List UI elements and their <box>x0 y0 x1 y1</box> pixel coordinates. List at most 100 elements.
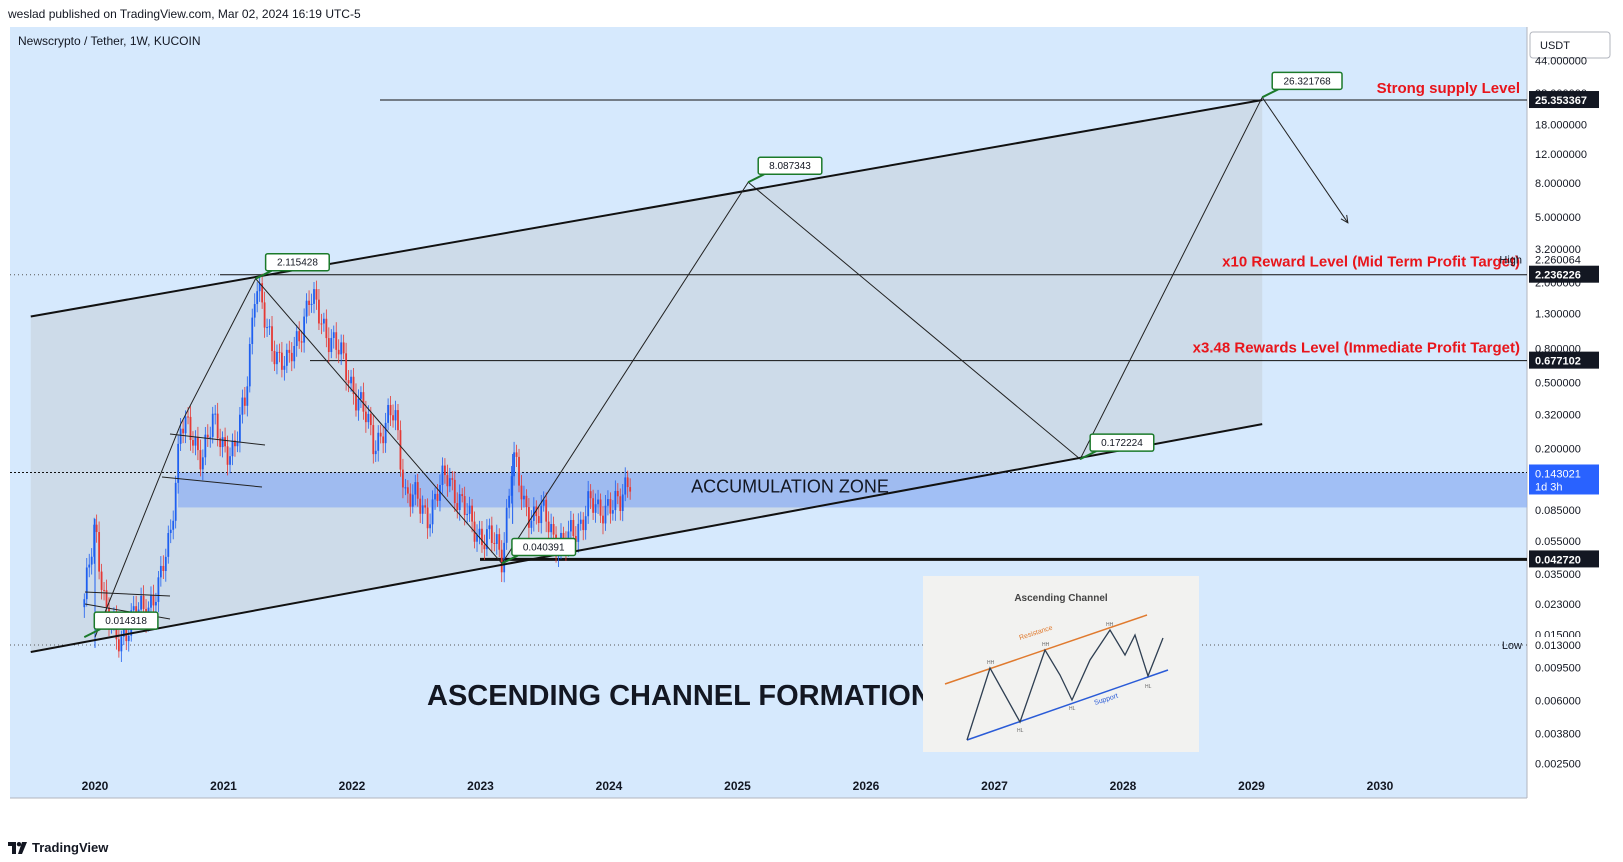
tradingview-logo[interactable]: TradingView <box>8 840 108 855</box>
candle-body <box>616 490 619 497</box>
candle-body <box>322 318 325 324</box>
currency-button[interactable] <box>1529 31 1611 59</box>
inset-hh-label: HH <box>987 660 995 666</box>
candle-body <box>607 499 609 506</box>
channel-lower-line[interactable] <box>30 423 1263 653</box>
candle-body <box>486 529 488 550</box>
candle-body <box>411 494 414 507</box>
candle-body <box>167 533 170 557</box>
candle-body <box>303 316 306 343</box>
candle-body <box>293 345 296 362</box>
candle-body <box>253 304 256 318</box>
price-level-badge[interactable] <box>1529 91 1599 109</box>
price-chart[interactable]: USDT Newscrypto / Tether, 1W, KUCOIN 0.0… <box>0 27 1623 832</box>
candle-body <box>261 283 264 303</box>
candle-body <box>431 499 434 525</box>
candle-body <box>404 487 407 489</box>
candle-body <box>187 416 189 418</box>
published-info: weslad published on TradingView.com, Mar… <box>8 7 361 21</box>
candle-body <box>345 353 348 381</box>
candle-body <box>416 482 419 499</box>
candle-body <box>263 302 266 328</box>
channel-fill <box>30 100 1263 652</box>
price-level-badge[interactable] <box>1529 351 1599 369</box>
current-price-badge[interactable] <box>1529 464 1599 495</box>
price-badges: 25.353367 2.236226 0.677102 0.042720 0.14302… <box>1499 91 1599 653</box>
inset-hh-label: HH <box>1106 622 1114 628</box>
candle-body <box>382 436 385 444</box>
candle-body <box>537 516 540 524</box>
price-tick-label: 8.000000 <box>1535 178 1581 190</box>
time-tick-label: 2020 <box>82 779 109 793</box>
callout-box[interactable] <box>511 537 577 557</box>
candle-body <box>587 491 590 517</box>
callout-pointer <box>1079 450 1097 461</box>
pattern-title: ASCENDING CHANNEL FORMATION <box>427 680 932 712</box>
price-tick-label: 0.023000 <box>1535 599 1581 611</box>
callout-pointer <box>1261 88 1279 99</box>
level-annotation: x3.48 Rewards Level (Immediate Profit Ta… <box>1193 340 1520 357</box>
low-value: 0.013000 <box>1535 640 1581 652</box>
callout-box[interactable] <box>264 252 330 272</box>
time-tick-label: 2021 <box>210 779 237 793</box>
price-axis[interactable] <box>1527 27 1623 798</box>
candle-body <box>184 416 187 434</box>
price-tick-label: 0.320000 <box>1535 410 1581 422</box>
candle-body <box>372 425 375 455</box>
candle-body <box>597 499 599 505</box>
candle-body <box>483 545 486 550</box>
candle-body <box>374 450 377 455</box>
candle-body <box>569 520 572 532</box>
candle-body <box>352 376 355 395</box>
candle-body <box>93 524 96 557</box>
candle-body <box>582 519 585 531</box>
candle-body <box>164 556 167 571</box>
candle-body <box>466 513 469 516</box>
candle-body <box>273 351 276 365</box>
channel-upper-line[interactable] <box>30 99 1263 318</box>
candle-body <box>342 342 345 354</box>
price-level-badge[interactable] <box>1529 265 1599 283</box>
candle-body <box>530 520 533 528</box>
callout-box[interactable] <box>757 156 823 175</box>
candle-body <box>424 505 427 508</box>
candle-body <box>439 484 441 501</box>
callout-box[interactable] <box>1271 71 1343 91</box>
callout-box[interactable] <box>1089 433 1155 452</box>
candle-body <box>498 534 501 550</box>
price-level-badge[interactable] <box>1529 550 1599 568</box>
candle-body <box>456 503 459 511</box>
candle-body <box>547 521 550 533</box>
candle-body <box>357 398 360 411</box>
price-tick-label: 12.000000 <box>1535 149 1587 161</box>
price-tick-label: 0.009500 <box>1535 663 1581 675</box>
candle-body <box>204 434 207 458</box>
candle-body <box>592 498 595 513</box>
candle-body <box>330 337 333 353</box>
candle-body <box>584 516 587 531</box>
projection-arrow-head <box>1340 214 1349 224</box>
callout-label: 2.115428 <box>277 258 318 269</box>
candle-body <box>201 457 204 470</box>
candle-body <box>409 493 412 507</box>
candle-body <box>100 571 103 590</box>
candle-body <box>142 595 145 609</box>
candle-body <box>271 326 273 352</box>
candle-body <box>577 523 580 542</box>
annotations: Strong supply Level x10 Reward Level (Mid… <box>427 80 1520 712</box>
callout-pointer <box>83 628 101 639</box>
candle-body <box>599 499 602 516</box>
callout-box[interactable] <box>93 611 159 630</box>
price-tick-label: 0.002500 <box>1535 759 1581 771</box>
candle-body <box>327 338 330 353</box>
candle-body <box>209 436 212 438</box>
candle-body <box>478 528 481 535</box>
candle-body <box>399 430 402 470</box>
inset-resistance-line <box>944 614 1148 685</box>
candle-body <box>177 443 180 483</box>
projected-path[interactable] <box>501 97 1263 564</box>
candle-body <box>448 478 451 487</box>
candle-body <box>594 504 597 513</box>
candle-body <box>236 441 239 447</box>
candle-body <box>199 450 202 470</box>
